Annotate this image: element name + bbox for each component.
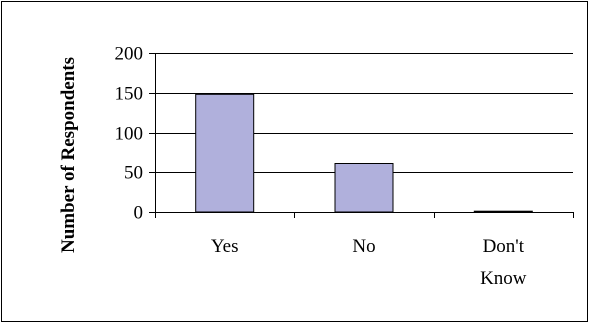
y-tick-label: 50 xyxy=(124,163,143,184)
y-axis-title: Number of Respondents xyxy=(58,57,79,253)
bar-don-t-know xyxy=(473,210,533,213)
x-tick-labels: Yes No Don't Know xyxy=(211,236,527,289)
bar-no xyxy=(334,163,394,213)
y-tick-label: 0 xyxy=(134,203,144,224)
axes xyxy=(149,53,574,218)
y-tick-labels: 0 50 100 150 200 xyxy=(115,44,144,224)
y-tick-label: 100 xyxy=(115,124,144,145)
bar-yes xyxy=(195,93,255,213)
y-tick-label: 200 xyxy=(115,44,144,65)
x-tick-label: Don't Know xyxy=(480,236,527,289)
y-tick-label: 150 xyxy=(115,84,144,105)
x-tick-label: Yes xyxy=(211,236,239,257)
x-tick-label: No xyxy=(352,236,375,257)
bars xyxy=(195,93,533,213)
